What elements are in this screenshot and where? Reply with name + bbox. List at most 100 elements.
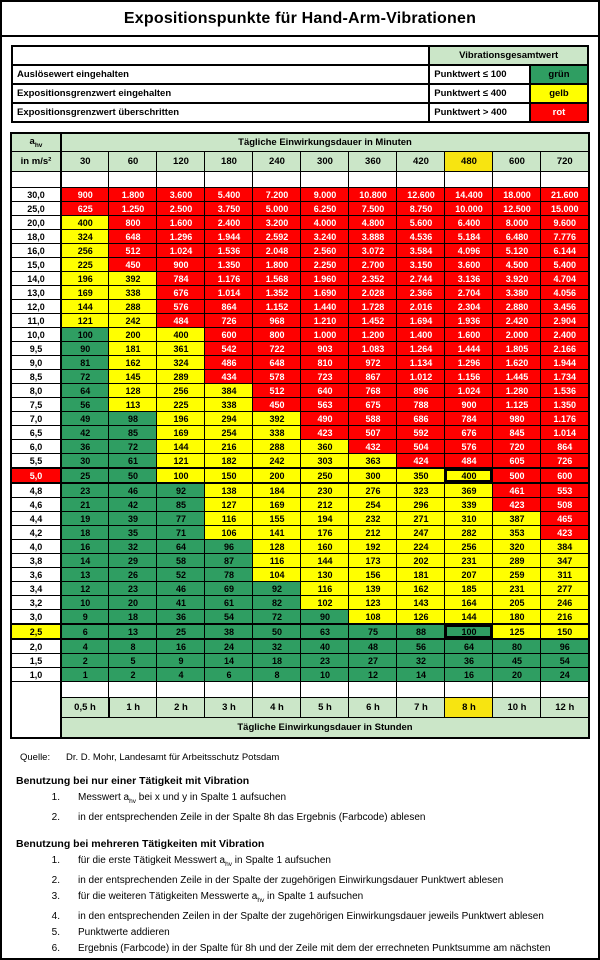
points-cell: 7.776 (540, 229, 590, 244)
spacer-cell (10, 171, 62, 188)
points-cell: 24 (204, 638, 254, 654)
usage-item-text: in der entsprechenden Zeile in der Spalt… (78, 873, 584, 889)
usage-multiple-section: Benutzung bei mehreren Tätigkeiten mit V… (16, 838, 584, 958)
points-row: 3,8 14 29 58 87 116 144 173 202 231 289 347 (10, 553, 590, 568)
corner-void-cell (10, 681, 62, 739)
row-label: 9,0 (10, 355, 62, 370)
points-cell: 182 (204, 453, 254, 469)
points-cell: 1.024 (444, 383, 494, 398)
points-cell: 508 (540, 497, 590, 512)
points-cell: 6.480 (492, 229, 542, 244)
points-row: 1,5 2 5 9 14 18 23 27 32 36 45 54 (10, 653, 590, 668)
points-cell: 768 (348, 383, 398, 398)
points-cell: 128 (108, 383, 158, 398)
points-cell: 7.500 (348, 201, 398, 216)
points-cell: 10 (300, 667, 350, 682)
points-cell: 144 (300, 553, 350, 568)
points-cell: 3.380 (492, 285, 542, 300)
points-cell: 1.296 (444, 355, 494, 370)
points-cell: 2.000 (492, 327, 542, 342)
points-cell: 640 (300, 383, 350, 398)
points-cell: 72 (60, 369, 110, 384)
ahv-subscript: hv (34, 141, 43, 149)
hours-header-cell: 0,5 h (60, 697, 110, 718)
minutes-header-cell: 420 (396, 151, 446, 172)
points-cell: 625 (60, 201, 110, 216)
points-cell: 100 (156, 467, 206, 484)
points-cell: 10.800 (348, 187, 398, 202)
points-row: 3,0 9 18 36 54 72 90 108 126 144 180 216 (10, 609, 590, 625)
points-cell: 169 (252, 497, 302, 512)
points-cell: 58 (156, 553, 206, 568)
points-cell: 2.048 (252, 243, 302, 258)
points-cell: 384 (204, 383, 254, 398)
points-cell: 10 (60, 595, 110, 610)
points-cell: 3.456 (540, 299, 590, 314)
points-cell: 12.500 (492, 201, 542, 216)
points-cell: 2.400 (540, 327, 590, 342)
points-cell: 38 (204, 623, 254, 640)
points-cell: 4.096 (444, 243, 494, 258)
points-cell: 1.444 (444, 341, 494, 356)
hours-header-cell: 4 h (252, 697, 302, 718)
points-cell: 54 (540, 653, 590, 668)
points-cell: 225 (60, 257, 110, 272)
points-cell: 61 (204, 595, 254, 610)
usage-item-text: für die weiteren Tätigkeiten Messwerte a… (78, 889, 584, 909)
points-cell: 592 (396, 425, 446, 440)
legend-swatch-grün: grün (528, 64, 590, 85)
points-cell: 1.083 (348, 341, 398, 356)
spacer-cell (348, 171, 398, 188)
points-cell: 41 (156, 595, 206, 610)
points-cell: 450 (252, 397, 302, 412)
points-cell: 648 (108, 229, 158, 244)
points-cell: 145 (108, 369, 158, 384)
usage-text-segment: bei x und y in Spalte 1 aufsuchen (136, 792, 287, 803)
points-row: 1,0 1 2 4 6 8 10 12 14 16 20 24 (10, 667, 590, 682)
points-cell: 14 (396, 667, 446, 682)
points-row: 7,0 49 98 196 294 392 490 588 686 784 980 1.176 (10, 411, 590, 426)
points-cell: 48 (348, 638, 398, 654)
points-cell: 784 (444, 411, 494, 426)
points-row: 15,0 225 450 900 1.350 1.800 2.250 2.700 3.150 3.… (10, 257, 590, 272)
points-cell: 9 (156, 653, 206, 668)
points-cell: 173 (348, 553, 398, 568)
points-cell: 30 (60, 453, 110, 469)
usage-item-text: für die erste Tätigkeit Messwert ahv in … (78, 853, 584, 873)
points-cell: 3.200 (252, 215, 302, 230)
points-cell: 56 (396, 638, 446, 654)
minutes-header-cell: 480 (444, 151, 494, 172)
points-cell: 972 (348, 355, 398, 370)
points-cell: 400 (156, 327, 206, 342)
usage-single-heading: Benutzung bei nur einer Tätigkeit mit Vi… (16, 775, 250, 787)
legend-header: Vibrationsgesamtwert (428, 45, 589, 66)
spacer-cell (252, 681, 302, 698)
points-cell: 169 (156, 425, 206, 440)
usage-text-segment: in der entsprechenden Zeile in der Spalt… (78, 812, 426, 823)
points-cell: 1.350 (204, 257, 254, 272)
points-cell: 81 (60, 355, 110, 370)
points-cell: 18.000 (492, 187, 542, 202)
points-cell: 339 (444, 497, 494, 512)
points-cell: 2.016 (396, 299, 446, 314)
points-cell: 484 (444, 453, 494, 469)
points-cell: 181 (108, 341, 158, 356)
points-cell: 392 (252, 411, 302, 426)
points-row: 5,5 30 61 121 182 242 303 363 424 484 605 726 (10, 453, 590, 469)
usage-item-number: 6. (51, 943, 60, 954)
row-label: 12,0 (10, 299, 62, 314)
points-cell: 12 (348, 667, 398, 682)
points-cell: 338 (108, 285, 158, 300)
points-cell: 35 (108, 525, 158, 540)
points-cell: 2.352 (348, 271, 398, 286)
usage-item: 3. für die weiteren Tätigkeiten Messwerte… (16, 889, 584, 909)
points-cell: 1.125 (492, 397, 542, 412)
ahv-subscript: hv (257, 897, 265, 904)
points-cell: 576 (156, 299, 206, 314)
points-cell: 1.250 (108, 201, 158, 216)
row-label: 8,0 (10, 383, 62, 398)
points-row: 14,0 196 392 784 1.176 1.568 1.960 2.352 2.744 3.… (10, 271, 590, 286)
points-cell: 212 (348, 525, 398, 540)
usage-item: 2. in der entsprechenden Zeile in der Spa… (16, 873, 584, 889)
usage-item-text: Messwert ahv bei x und y in Spalte 1 auf… (78, 790, 584, 810)
